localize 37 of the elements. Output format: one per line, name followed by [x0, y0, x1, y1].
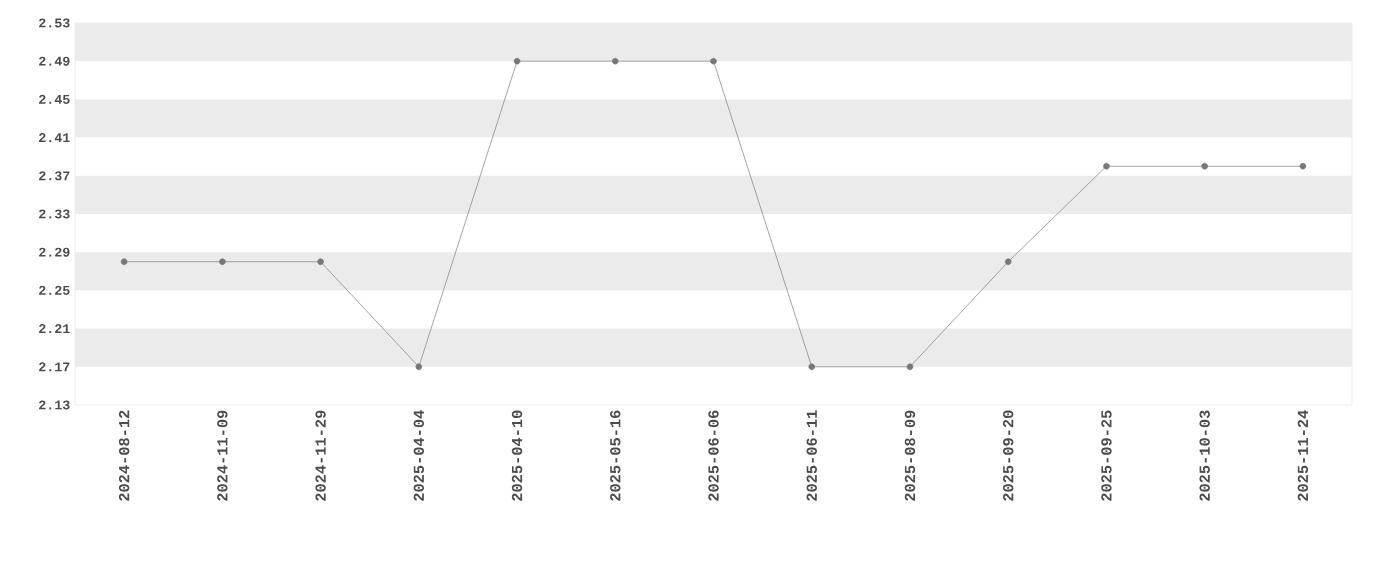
point	[808, 363, 816, 371]
point	[1004, 258, 1012, 266]
point	[120, 258, 128, 266]
x-tick-label: 2025-04-10	[511, 410, 523, 501]
y-tick-label: 2.33	[39, 209, 70, 219]
point	[1299, 162, 1307, 170]
x-tick-label: 2025-06-06	[708, 410, 719, 501]
point	[612, 57, 619, 65]
point	[415, 363, 423, 371]
point	[710, 57, 717, 65]
point	[1103, 162, 1110, 170]
y-tick-label: 2.29	[39, 247, 70, 257]
x-tick-label: 2025-09-25	[1101, 410, 1112, 501]
x-tick-label: 2024-11-29	[315, 410, 326, 501]
y-tick-label: 2.49	[39, 56, 70, 66]
x-tick-label: 2025-06-11	[806, 410, 817, 501]
y-tick-label: 2.25	[39, 285, 70, 295]
y-tick-label: 2.45	[39, 94, 70, 104]
point	[219, 258, 226, 266]
x-tick-label: 2025-11-24	[1297, 410, 1309, 501]
x-tick-label: 2025-10-03	[1199, 410, 1210, 501]
point	[513, 57, 521, 65]
y-tick-label: 2.53	[39, 18, 70, 28]
y-tick-label: 2.17	[39, 362, 70, 372]
x-tick-label: 2025-04-04	[413, 410, 425, 501]
x-tick-label: 2025-08-09	[904, 410, 916, 501]
y-tick-label: 2.21	[39, 324, 70, 334]
point	[906, 363, 914, 371]
y-tick-label: 2.13	[39, 400, 70, 410]
x-tick-label: 2025-05-16	[610, 410, 621, 501]
x-tick-label: 2025-09-20	[1003, 410, 1014, 501]
point	[1201, 162, 1208, 170]
x-tick-label: 2024-11-09	[217, 410, 228, 501]
x-tick-label: 2024-08-12	[118, 410, 130, 501]
point	[317, 258, 324, 266]
y-tick-label: 2.37	[39, 171, 70, 181]
y-tick-label: 2.41	[39, 133, 70, 143]
